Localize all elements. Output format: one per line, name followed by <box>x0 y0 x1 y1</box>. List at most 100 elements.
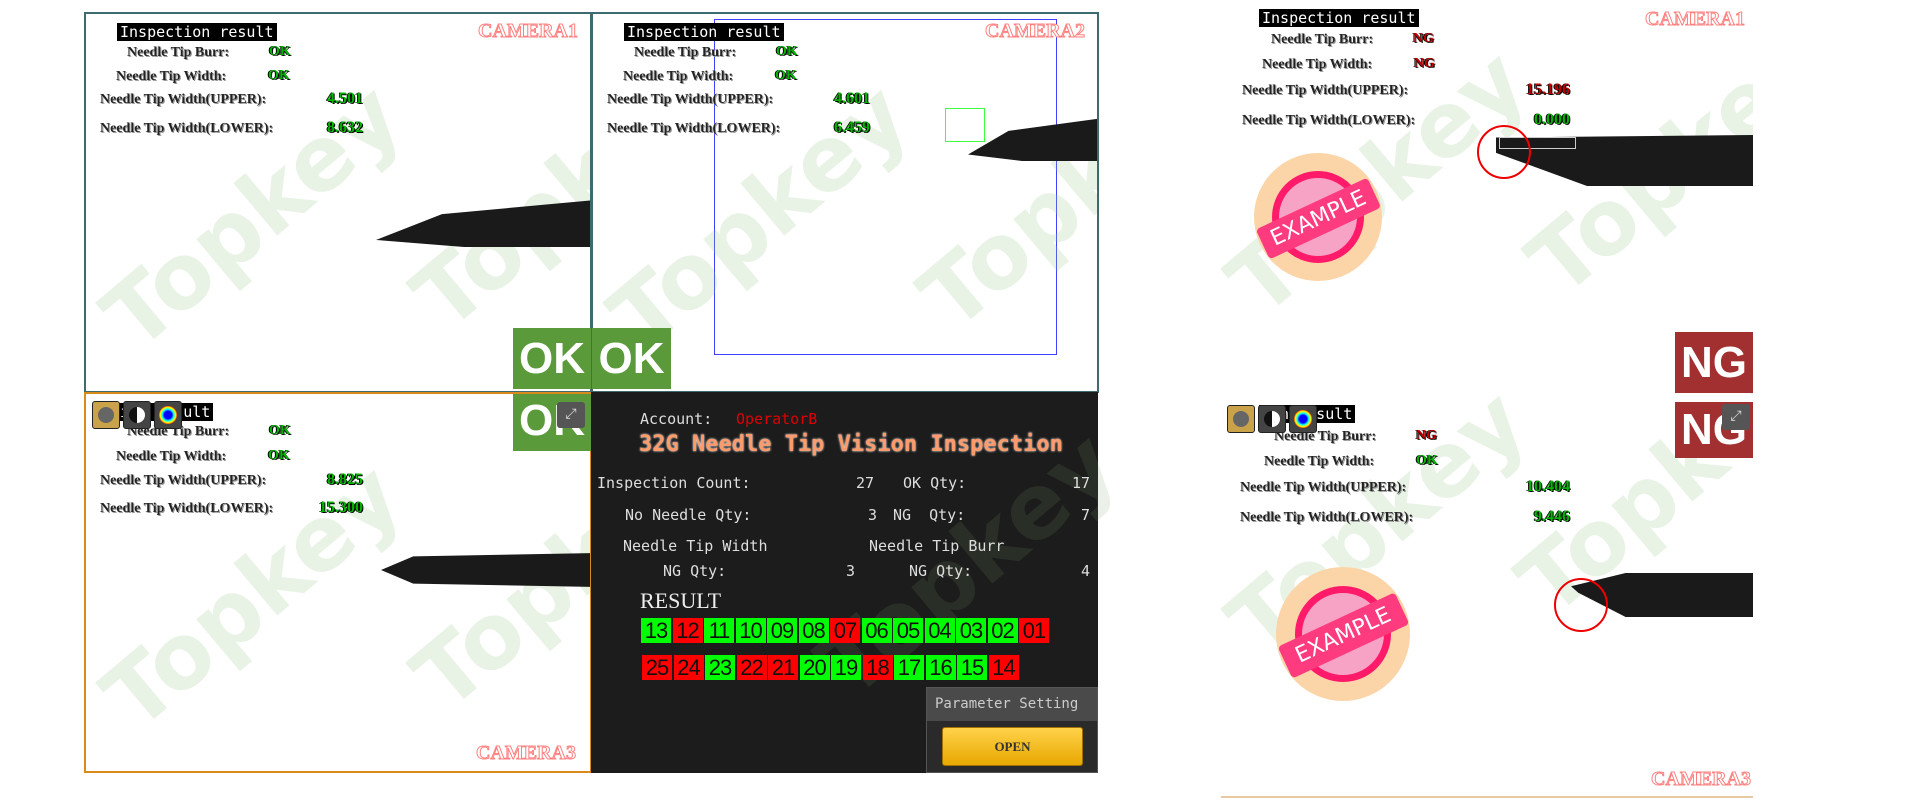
upper-value: 8.825 <box>327 471 363 488</box>
defect-marker-circle <box>1477 125 1531 179</box>
needle-image <box>376 200 590 247</box>
result-cell: 07 <box>830 618 860 643</box>
upper-value: 4.601 <box>834 90 870 107</box>
lower-value: 9.446 <box>1534 508 1570 525</box>
result-cell: 01 <box>1019 618 1049 643</box>
expand-icon[interactable]: ⤢ <box>557 402 585 428</box>
ok-qty-value: 17 <box>1071 474 1090 492</box>
result-cell: 10 <box>735 618 766 643</box>
camera-label: CAMERA3 <box>476 742 577 765</box>
burr-status: NG <box>1416 428 1437 443</box>
width-label: Needle Tip Width: <box>1262 57 1373 72</box>
camera1-ok-badge: OK <box>513 328 591 389</box>
result-label: RESULT <box>640 588 722 613</box>
inspection-result-title: Inspection result <box>117 23 277 41</box>
upper-value: 15.196 <box>1526 81 1570 98</box>
width-label: Needle Tip Width: <box>116 449 227 464</box>
watermark: Topkey <box>393 42 592 351</box>
upper-label: Needle Tip Width(UPPER): <box>1242 83 1409 98</box>
example-stamp: EXAMPLE <box>1254 153 1382 281</box>
color-map-icon <box>1294 410 1312 428</box>
grayscale-button[interactable] <box>1227 405 1255 433</box>
ok-qty-label: OK Qty: <box>903 474 967 492</box>
burr-status: NG <box>1413 31 1434 46</box>
lower-label: Needle Tip Width(LOWER): <box>100 121 274 136</box>
contrast-icon <box>1264 411 1280 427</box>
camera1-view: Topkey Topkey Inspection result Needle Tip … <box>84 12 592 393</box>
result-cell: 16 <box>925 655 956 680</box>
result-cell: 17 <box>894 655 924 680</box>
burr-ng-title: Needle Tip Burr <box>869 537 1005 555</box>
result-cell: 21 <box>768 655 798 680</box>
ng-qty-value: 7 <box>1080 506 1090 524</box>
account-label: Account: <box>640 410 713 428</box>
camera-label: CAMERA1 <box>478 20 579 43</box>
width-status: OK <box>268 68 290 83</box>
upper-label: Needle Tip Width(UPPER): <box>100 92 267 107</box>
result-cell: 25 <box>642 655 672 680</box>
burr-ng-label: NG Qty: <box>909 562 973 580</box>
upper-value: 4.501 <box>327 90 363 107</box>
contrast-button[interactable] <box>1258 405 1286 433</box>
width-ng-title: Needle Tip Width <box>623 537 768 555</box>
app-title: 32G Needle Tip Vision Inspection <box>639 432 1063 457</box>
color-map-button[interactable] <box>1289 405 1317 433</box>
result-cell: 04 <box>924 618 955 643</box>
result-cell: 12 <box>672 618 703 643</box>
lower-label: Needle Tip Width(LOWER): <box>1242 113 1416 128</box>
ng-qty-label: NG Qty: <box>893 506 966 524</box>
expand-icon[interactable]: ⤢ <box>1722 404 1750 430</box>
lower-value: 6.459 <box>834 119 870 136</box>
needle-image <box>381 553 590 587</box>
width-ng-value: 3 <box>846 562 856 580</box>
inspection-result-title: Inspection result <box>624 23 784 41</box>
upper-value: 10.404 <box>1526 478 1570 495</box>
color-map-button[interactable] <box>154 401 182 429</box>
detection-box <box>945 108 985 142</box>
result-cell: 18 <box>862 655 893 680</box>
result-cell: 23 <box>705 655 735 680</box>
lower-label: Needle Tip Width(LOWER): <box>100 501 274 516</box>
example-stamp: EXAMPLE <box>1276 567 1410 701</box>
burr-status: OK <box>269 44 291 59</box>
result-cell: 08 <box>798 618 829 643</box>
grayscale-icon <box>1233 411 1249 427</box>
defect-marker-circle <box>1554 578 1608 632</box>
width-status: NG <box>1414 56 1435 71</box>
result-cell: 06 <box>861 618 892 643</box>
contrast-button[interactable] <box>123 401 151 429</box>
open-button[interactable]: OPEN <box>942 727 1083 766</box>
width-status: OK <box>1416 453 1438 468</box>
burr-label: Needle Tip Burr: <box>127 424 230 439</box>
color-map-icon <box>159 406 177 424</box>
account-value: OperatorB <box>736 410 818 428</box>
result-cell: 20 <box>799 655 830 680</box>
width-status: OK <box>775 68 797 83</box>
camera1-ng-badge: NG <box>1675 332 1753 393</box>
burr-label: Needle Tip Burr: <box>127 45 230 60</box>
lower-value: 8.632 <box>327 119 363 136</box>
burr-status: OK <box>776 44 798 59</box>
burr-ng-value: 4 <box>1080 562 1090 580</box>
result-cell: 14 <box>988 655 1019 680</box>
contrast-icon <box>129 407 145 423</box>
inspection-count-label: Inspection Count: <box>597 474 751 492</box>
no-needle-value: 3 <box>868 506 878 524</box>
camera-label: CAMERA1 <box>1645 8 1746 31</box>
statistics-panel: Topkey Account: OperatorB 32G Needle Tip… <box>591 392 1136 773</box>
result-cell: 05 <box>893 618 923 643</box>
burr-label: Needle Tip Burr: <box>634 45 737 60</box>
lower-label: Needle Tip Width(LOWER): <box>607 121 781 136</box>
parameter-setting-panel: Parameter Setting OPEN <box>926 687 1098 773</box>
camera2-view: Topkey Topkey Inspection result Needle Tip … <box>591 12 1099 393</box>
grayscale-icon <box>98 407 114 423</box>
grayscale-button[interactable] <box>92 401 120 429</box>
upper-label: Needle Tip Width(UPPER): <box>1240 480 1407 495</box>
width-label: Needle Tip Width: <box>1264 454 1375 469</box>
lower-value: 15.300 <box>319 499 363 516</box>
inspection-count-value: 27 <box>856 474 875 492</box>
parameter-setting-title: Parameter Setting <box>927 688 1097 721</box>
burr-status: OK <box>269 423 291 438</box>
upper-label: Needle Tip Width(UPPER): <box>100 473 267 488</box>
result-cell: 13 <box>641 618 671 643</box>
